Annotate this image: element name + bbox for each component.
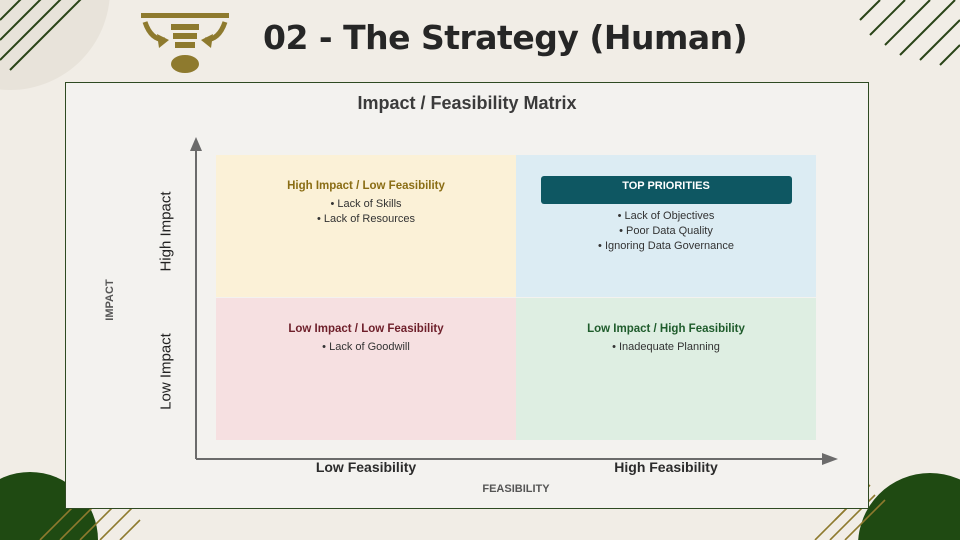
quadrant-heading: Low Impact / High Feasibility — [587, 323, 745, 335]
quadrant-item-list: Lack of Goodwill — [216, 340, 516, 355]
list-item: Ignoring Data Governance — [516, 239, 816, 254]
quadrant-heading: Low Impact / Low Feasibility — [288, 323, 444, 335]
list-item: Inadequate Planning — [516, 340, 816, 355]
list-item: Lack of Objectives — [516, 209, 816, 224]
slide-title: 02 - The Strategy (Human) — [263, 18, 748, 57]
quadrant-heading: High Impact / Low Feasibility — [287, 180, 445, 192]
quadrant-item-list: Lack of Skills Lack of Resources — [216, 197, 516, 227]
quadrant-item-list: Inadequate Planning — [516, 340, 816, 355]
x-axis-low-label: Low Feasibility — [315, 459, 417, 475]
quadrant-low-impact-low-feasibility: Low Impact / Low Feasibility Lack of Goo… — [216, 298, 516, 440]
y-axis-title: IMPACT — [104, 279, 116, 321]
y-axis-low-label: Low Impact — [157, 333, 175, 410]
quadrant-item-list: Lack of Objectives Poor Data Quality Ign… — [516, 209, 816, 254]
top-priorities-badge: TOP PRIORITIES — [540, 176, 792, 204]
funnel-icon — [141, 13, 229, 73]
list-item: Lack of Goodwill — [216, 340, 516, 355]
matrix-axes — [190, 137, 838, 465]
matrix-title: Impact / Feasibility Matrix — [357, 93, 577, 113]
y-axis-arrow-icon — [190, 137, 202, 151]
quadrant-high-impact-low-feasibility: High Impact / Low Feasibility Lack of Sk… — [216, 155, 516, 297]
x-axis-title: FEASIBILITY — [482, 483, 550, 495]
list-item: Lack of Resources — [216, 212, 516, 227]
list-item: Poor Data Quality — [516, 224, 816, 239]
matrix-frame: Impact / Feasibility Matrix High Impact … — [65, 82, 869, 509]
x-axis-arrow-icon — [822, 453, 838, 465]
quadrant-top-priorities: TOP PRIORITIES Lack of Objectives Poor D… — [516, 155, 816, 297]
y-axis-high-label: High Impact — [157, 191, 175, 272]
x-axis-high-label: High Feasibility — [614, 459, 718, 475]
quadrant-low-impact-high-feasibility: Low Impact / High Feasibility Inadequate… — [516, 298, 816, 440]
list-item: Lack of Skills — [216, 197, 516, 212]
